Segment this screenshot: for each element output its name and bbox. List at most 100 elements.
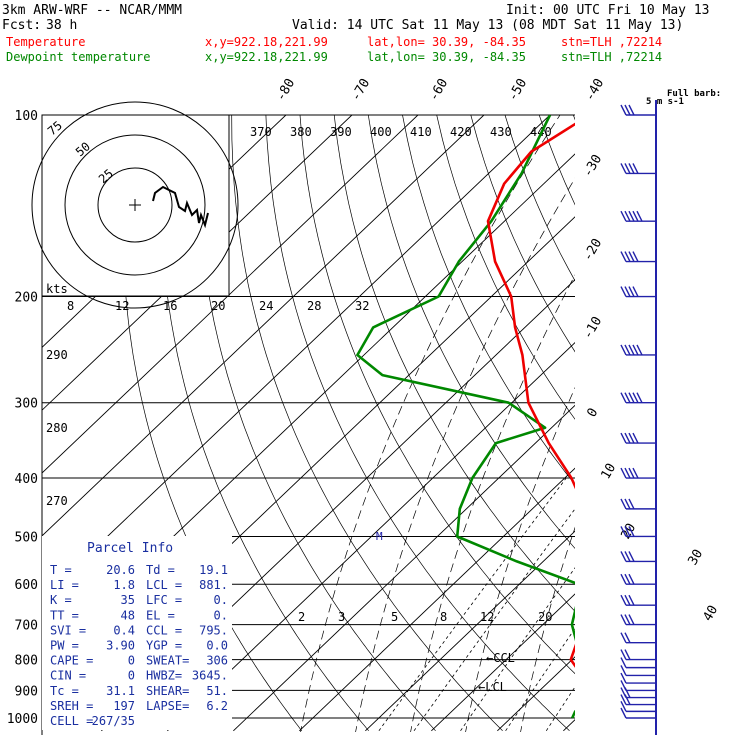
annotations: ←CCL ←LCL M bbox=[376, 530, 515, 694]
wind-barb-flag bbox=[624, 573, 631, 585]
mixing-ratio-label: 20 bbox=[211, 299, 225, 313]
wind-barb-flag bbox=[632, 163, 639, 174]
parcel-info-label: CIN = bbox=[50, 669, 86, 683]
wind-barb-flag bbox=[632, 392, 639, 404]
mixing-ratio-label: 20 bbox=[538, 610, 552, 624]
parcel-info-value: 197 bbox=[113, 699, 135, 713]
parcel-info-rows: T = 20.6 Td = 19.1 LI = 1.8 LCL = 881. K = 35 LFC … bbox=[50, 563, 228, 728]
wind-barb-flag bbox=[620, 694, 627, 705]
wind-barb-flag bbox=[632, 467, 639, 479]
parcel-info-value: 881. bbox=[199, 578, 228, 592]
wind-barb-flag bbox=[620, 551, 627, 562]
mixing-ratio-label: 3 bbox=[338, 610, 345, 624]
parcel-info-value: 795. bbox=[199, 623, 228, 637]
wind-barb-flag bbox=[632, 251, 639, 262]
hodograph-kts-label: kts bbox=[46, 282, 68, 296]
wind-barb-flag bbox=[624, 104, 631, 116]
wind-barb-flag bbox=[624, 432, 631, 444]
parcel-info-value: 6.2 bbox=[206, 699, 228, 713]
parcel-info-value: 3645. bbox=[192, 669, 228, 683]
pressure-tick-label: 400 bbox=[15, 472, 38, 487]
wind-barb-flag bbox=[624, 614, 631, 625]
init-time: Init: 00 UTC Fri 10 May 13 bbox=[506, 3, 710, 18]
dewpoint-legend-stn: stn=TLH ,72214 bbox=[561, 50, 662, 64]
wind-barb-flag bbox=[620, 594, 627, 606]
parcel-info-label: LCL = bbox=[146, 578, 182, 592]
dry-adiabat-line bbox=[436, 115, 575, 420]
dry-adiabat-line bbox=[470, 115, 575, 353]
mixing-ratio-label: 2 bbox=[298, 610, 305, 624]
isotherm-line bbox=[42, 115, 485, 537]
theta-label: 410 bbox=[410, 125, 432, 139]
parcel-info-label: Tc = bbox=[50, 684, 79, 698]
wind-barb-flag bbox=[624, 594, 631, 606]
temperature-axis-label: 20 bbox=[618, 521, 639, 542]
parcel-info-value: 48 bbox=[121, 608, 135, 622]
level-m-marker: M bbox=[376, 530, 383, 543]
wind-barb-flag bbox=[624, 632, 631, 643]
wind-barb-flag bbox=[620, 614, 627, 625]
dry-adiabat-line bbox=[299, 115, 575, 675]
barb-legend-line2: 5 m s-1 bbox=[646, 97, 684, 107]
sounding-profiles bbox=[356, 115, 575, 719]
dry-adiabat-line bbox=[160, 115, 369, 732]
isotherm-line bbox=[42, 115, 419, 474]
wind-barb-flag bbox=[632, 432, 639, 444]
theta-label: 380 bbox=[290, 125, 312, 139]
pressure-tick-label: 800 bbox=[15, 654, 38, 669]
wind-barb-flag bbox=[620, 286, 627, 297]
dry-adiabat-line bbox=[538, 115, 575, 206]
wind-barb-flag bbox=[628, 286, 635, 297]
moist-adiabat-line bbox=[575, 115, 740, 735]
wind-barb-flag bbox=[628, 104, 635, 116]
isotherm-line bbox=[695, 115, 740, 731]
dry-adiabat-line bbox=[402, 115, 575, 486]
mixing-ratio-label: 12 bbox=[480, 610, 494, 624]
isotherm-line bbox=[365, 530, 575, 732]
parcel-info-value: 31.1 bbox=[106, 684, 135, 698]
isotherm-line bbox=[42, 115, 353, 411]
parcel-info-panel: Parcel Info T = 20.6 Td = 19.1 LI = 1.8 LCL = 8… bbox=[42, 536, 232, 730]
dewpoint-legend-xy: x,y=922.18,221.99 bbox=[205, 50, 328, 64]
temperature-axis-label: 30 bbox=[685, 547, 706, 568]
dry-adiabat-line bbox=[333, 115, 575, 612]
mixing-ratio-line bbox=[637, 478, 740, 731]
dry-adiabat-line bbox=[710, 115, 740, 731]
wind-barb-flag bbox=[628, 163, 635, 174]
temperature-legend-stn: stn=TLH ,72214 bbox=[561, 35, 662, 49]
wind-barb-flag bbox=[636, 344, 643, 356]
wind-barb-flag bbox=[620, 392, 627, 404]
moist-adiabat-line bbox=[520, 526, 575, 732]
header-text: 3km ARW-WRF -- NCAR/MMM Init: 00 UTC Fri… bbox=[2, 3, 710, 64]
parcel-info-label: HWBZ= bbox=[146, 669, 182, 683]
isotherm-line bbox=[563, 719, 575, 732]
parcel-info-value: 267/35 bbox=[92, 714, 135, 728]
isotherm-line bbox=[233, 404, 575, 732]
parcel-info-label: Td = bbox=[146, 563, 175, 577]
parcel-info-box bbox=[42, 536, 232, 730]
wind-barb-flag bbox=[632, 344, 639, 356]
mixing-ratio-label: 32 bbox=[355, 299, 369, 313]
theta-label: 390 bbox=[330, 125, 352, 139]
isotherm-line bbox=[167, 341, 575, 732]
parcel-info-value: 0 bbox=[128, 669, 135, 683]
mixing-ratio-line bbox=[413, 508, 575, 732]
wind-barb-flag bbox=[620, 210, 627, 222]
wind-barb-flag bbox=[628, 498, 635, 510]
pressure-tick-label: 900 bbox=[15, 684, 38, 699]
hodograph-ring bbox=[31, 101, 239, 309]
wind-barb-flag bbox=[620, 672, 627, 684]
theta-e-label: 270 bbox=[46, 494, 68, 508]
parcel-info-label: SREH = bbox=[50, 699, 93, 713]
temperature-profile-line bbox=[486, 122, 575, 668]
wind-barb-flag bbox=[628, 551, 635, 562]
wind-barbs bbox=[620, 104, 656, 719]
isotherm-line bbox=[42, 115, 551, 600]
pressure-tick-label: 100 bbox=[15, 109, 38, 124]
parcel-info-value: 51. bbox=[206, 684, 228, 698]
pressure-tick-label: 300 bbox=[15, 397, 38, 412]
parcel-info-label: CCL = bbox=[146, 623, 182, 637]
barb-legend-line1: Full barb: bbox=[667, 89, 721, 99]
parcel-info-value: 0.4 bbox=[113, 623, 135, 637]
